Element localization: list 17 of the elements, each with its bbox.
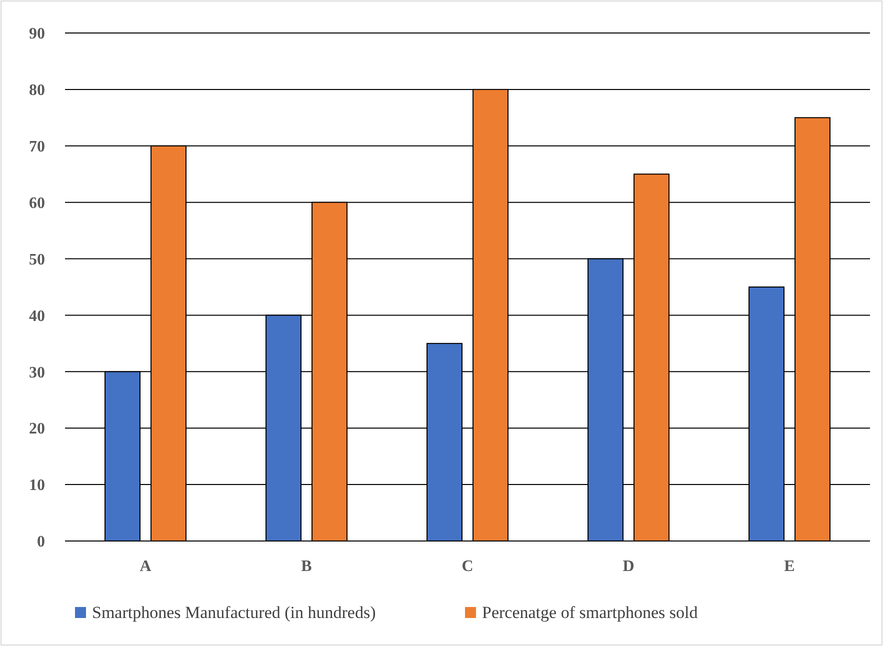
y-tick-label: 50 <box>29 251 45 268</box>
x-tick-label: A <box>140 558 152 575</box>
y-tick-label: 30 <box>29 364 45 382</box>
y-tick-label: 90 <box>29 26 45 43</box>
x-tick-label: B <box>301 558 312 575</box>
y-tick-label: 80 <box>29 82 45 100</box>
y-tick-label: 0 <box>37 534 45 551</box>
y-tick-label: 40 <box>29 308 45 325</box>
y-tick-label: 20 <box>29 420 45 438</box>
y-tick-label: 60 <box>29 194 45 212</box>
x-tick-label: C <box>462 558 474 575</box>
legend-label: Percenatge of smartphones sold <box>482 603 698 622</box>
x-tick-label: D <box>622 558 634 575</box>
legend-label: Smartphones Manufactured (in hundreds) <box>92 603 376 622</box>
y-tick-label: 10 <box>29 477 45 494</box>
y-tick-label: 70 <box>29 138 45 156</box>
x-tick-label: E <box>784 558 795 575</box>
